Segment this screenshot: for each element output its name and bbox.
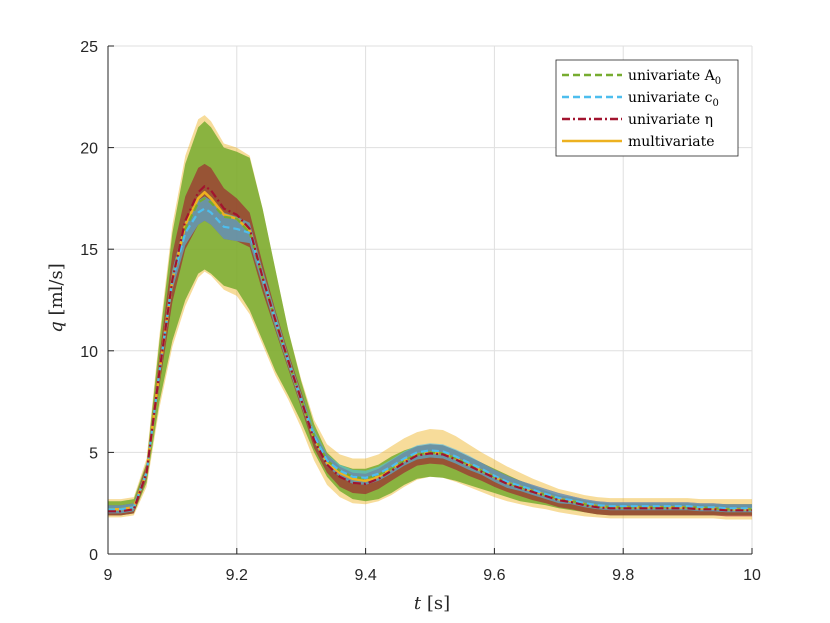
mean-lines (108, 185, 752, 513)
x-tick-label: 9.6 (483, 567, 505, 584)
y-tick-label: 5 (89, 445, 98, 462)
x-tick-label: 10 (743, 567, 761, 584)
y-axis-label: q [ml/s] (46, 263, 67, 332)
y-tick-label: 20 (80, 141, 98, 158)
x-tick-label: 9 (104, 567, 113, 584)
axes (107, 45, 753, 555)
band-univariate-c0 (108, 196, 752, 514)
tick-labels: 9 9.2 9.4 9.6 9.8 10 0 5 10 15 20 25 (80, 39, 761, 584)
y-tick-label: 15 (80, 242, 98, 259)
line-univariate (108, 185, 752, 513)
x-tick-label: 9.4 (354, 567, 376, 584)
legend-label-univariate-a0: univariate A0 (628, 68, 721, 87)
y-tick-label: 25 (80, 39, 98, 56)
legend: univariate A0 univariate c0 univariate η mu… (555, 59, 739, 157)
confidence-bands (108, 115, 752, 520)
x-axis-label: t [s] (414, 593, 450, 614)
y-tick-label: 0 (89, 547, 98, 564)
x-tick-label: 9.2 (226, 567, 248, 584)
legend-label-univariate-c0: univariate c0 (628, 90, 719, 109)
band-multivariate (108, 115, 752, 520)
y-tick-label: 10 (80, 344, 98, 361)
legend-label-univariate: univariate η (628, 112, 713, 128)
legend-label-multivariate: multivariate (628, 134, 715, 150)
x-tick-label: 9.8 (612, 567, 634, 584)
line-univariate-c0 (108, 207, 752, 511)
